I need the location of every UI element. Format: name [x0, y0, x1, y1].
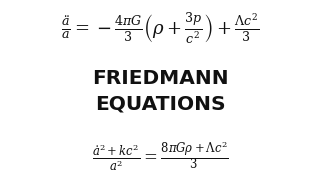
- Text: $\frac{\dot{a}^2 + kc^2}{a^2} = \frac{8\pi G\rho + \Lambda c^2}{3}$: $\frac{\dot{a}^2 + kc^2}{a^2} = \frac{8\…: [92, 140, 228, 173]
- Text: $\frac{\ddot{a}}{a} = -\frac{4\pi G}{3}\left(\rho + \frac{3p}{c^2}\right) + \fra: $\frac{\ddot{a}}{a} = -\frac{4\pi G}{3}\…: [61, 12, 259, 46]
- Text: FRIEDMANN: FRIEDMANN: [92, 69, 228, 88]
- Text: EQUATIONS: EQUATIONS: [95, 95, 225, 114]
